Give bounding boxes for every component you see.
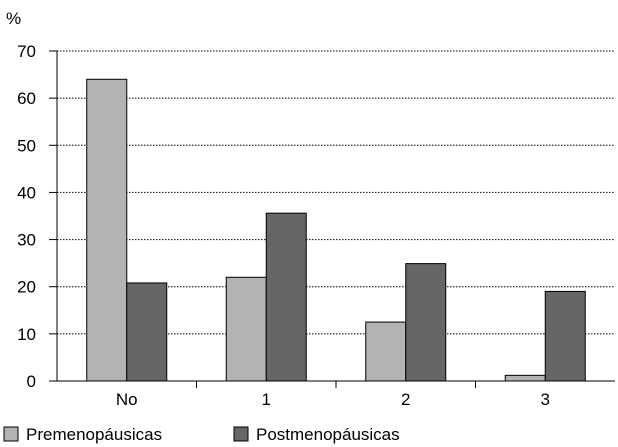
y-tick-label: 70: [17, 42, 36, 61]
y-tick-label: 20: [17, 278, 36, 297]
y-tick-label: 60: [17, 89, 36, 108]
y-tick-label: 40: [17, 183, 36, 202]
y-tick-label: 50: [17, 136, 36, 155]
bar-premenopausicas-2: [365, 321, 407, 382]
bar-postmenopausicas-0: [126, 282, 168, 382]
bar-premenopausicas-3: [504, 374, 546, 382]
legend: Premenopáusicas Postmenopáusicas: [3, 425, 400, 444]
legend-label: Premenopáusicas: [26, 425, 162, 444]
x-ticks: No 1 2 3: [116, 381, 550, 409]
x-tick-label: 2: [401, 390, 410, 409]
legend-swatch: [233, 426, 249, 442]
bar-postmenopausicas-1: [265, 212, 307, 382]
x-tick-label: No: [116, 390, 138, 409]
x-tick-label: 3: [541, 390, 550, 409]
legend-swatch: [3, 426, 19, 442]
y-tick-label: 10: [17, 325, 36, 344]
y-tick-label: 30: [17, 231, 36, 250]
y-tick-label: 0: [27, 372, 36, 391]
bar-premenopausicas-0: [86, 78, 128, 382]
bars: [86, 78, 586, 382]
y-axis-label: %: [6, 9, 21, 28]
legend-label: Postmenopáusicas: [256, 425, 400, 444]
x-tick-label: 1: [262, 390, 271, 409]
bar-postmenopausicas-3: [544, 290, 586, 382]
bar-postmenopausicas-2: [405, 263, 447, 382]
bar-premenopausicas-1: [225, 276, 267, 382]
y-ticks: 0 10 20 30 40 50 60 70: [17, 42, 57, 391]
